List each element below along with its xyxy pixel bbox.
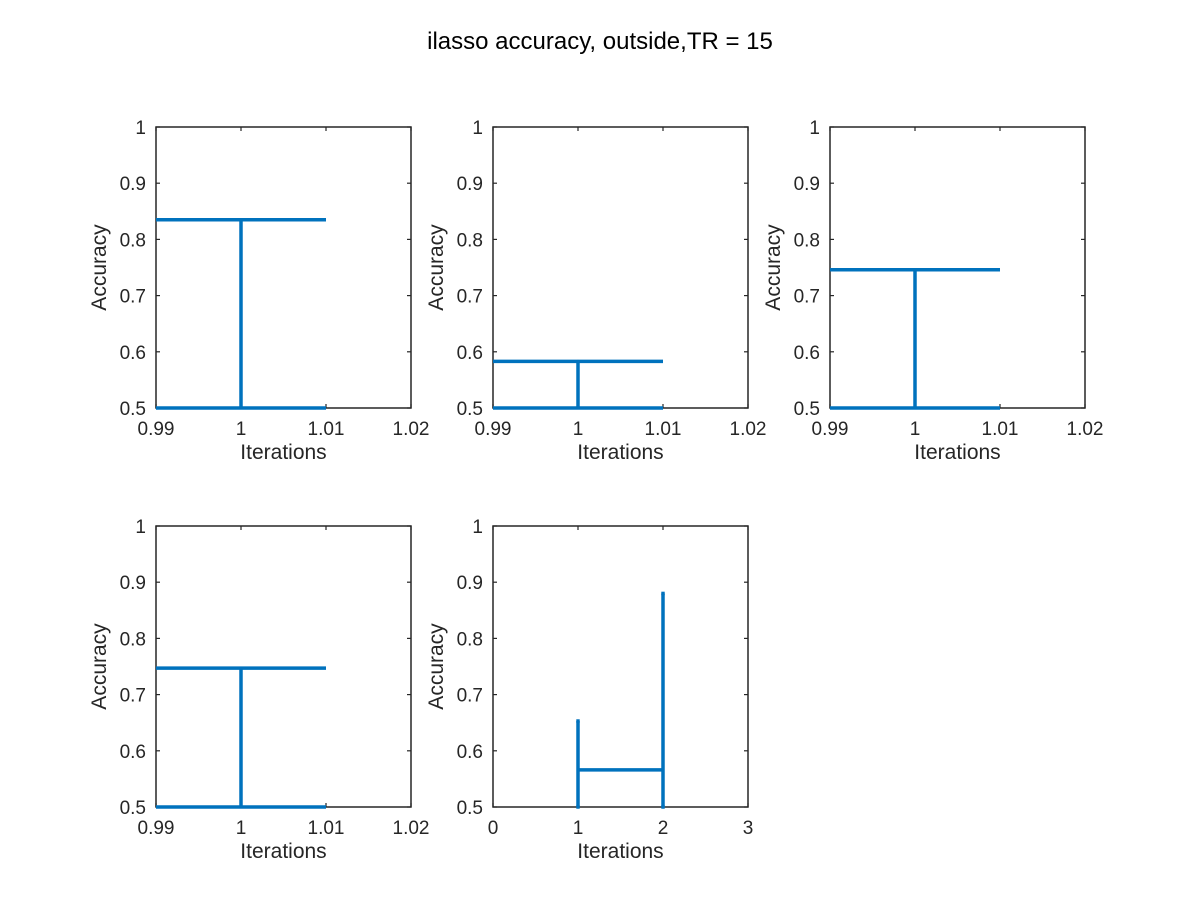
y-tick-label: 1 [472,517,483,538]
x-tick-label: 0 [488,818,499,839]
subplot-2: 0.99 1 1.01 1.020.50.60.70.80.91IterationsA… [425,118,766,464]
y-tick-label: 0.8 [120,230,146,251]
y-tick-label: 0.7 [457,287,483,308]
x-tick-label: 1.01 [308,818,345,839]
x-tick-label: 1.02 [393,818,430,839]
series-accuracy [156,666,326,809]
x-tick-label: 1.02 [393,419,430,440]
y-tick-label: 0.8 [457,230,483,251]
series-accuracy [576,591,665,809]
y-tick-label: 0.6 [794,343,820,364]
x-tick-label: 1 [573,419,584,440]
subplot-4: 0.99 1 1.01 1.020.50.60.70.80.91IterationsA… [88,517,429,863]
axes-box [155,126,412,409]
series-accuracy [156,217,326,410]
x-axis-label: Iterations [240,441,326,464]
y-tick-label: 0.6 [457,343,483,364]
y-tick-label: 0.8 [457,629,483,650]
y-tick-label: 0.5 [457,798,483,819]
x-tick-label: 0.99 [812,419,849,440]
y-axis-label: Accuracy [425,224,448,311]
x-tick-label: 0.99 [138,419,175,440]
x-axis-label: Iterations [914,441,1000,464]
y-tick-label: 0.9 [794,174,820,195]
x-tick-label: 1 [236,818,247,839]
y-axis-label: Accuracy [88,224,111,311]
axes-box [492,525,749,808]
x-tick-label: 0.99 [138,818,175,839]
y-tick-label: 0.9 [120,174,146,195]
subplot-1: 0.99 1 1.01 1.020.50.60.70.80.91IterationsA… [88,118,429,464]
x-tick-label: 1.02 [1067,419,1104,440]
y-tick-label: 0.7 [457,686,483,707]
y-axis-label: Accuracy [88,623,111,710]
y-axis-label: Accuracy [762,224,785,311]
x-tick-label: 3 [743,818,754,839]
data-point [239,666,243,670]
x-axis-label: Iterations [577,441,663,464]
y-tick-label: 1 [809,118,820,139]
x-tick-label: 0.99 [475,419,512,440]
series-accuracy [830,267,1000,410]
data-point [239,218,243,222]
data-point [576,359,580,363]
y-tick-label: 0.6 [120,343,146,364]
y-tick-label: 0.7 [794,287,820,308]
y-tick-label: 0.8 [794,230,820,251]
y-tick-label: 0.6 [457,742,483,763]
axes-box [829,126,1086,409]
y-tick-label: 1 [135,517,146,538]
y-tick-label: 0.7 [120,686,146,707]
data-point [576,768,580,772]
y-tick-label: 0.5 [794,399,820,420]
subplot-3: 0.99 1 1.01 1.020.50.60.70.80.91IterationsA… [762,118,1103,464]
y-tick-label: 1 [135,118,146,139]
y-tick-label: 0.9 [457,573,483,594]
data-point [913,268,917,272]
x-tick-label: 1 [910,419,921,440]
y-tick-label: 0.7 [120,287,146,308]
data-point [661,768,665,772]
x-tick-label: 1 [573,818,584,839]
axes-box [492,126,749,409]
x-tick-label: 2 [658,818,669,839]
series-accuracy [493,359,663,410]
y-tick-label: 0.5 [457,399,483,420]
x-tick-label: 1.02 [730,419,767,440]
figure-title: ilasso accuracy, outside,TR = 15 [427,28,773,55]
x-tick-label: 1.01 [645,419,682,440]
x-tick-label: 1 [236,419,247,440]
y-tick-label: 0.9 [457,174,483,195]
y-tick-label: 0.5 [120,798,146,819]
y-tick-label: 0.6 [120,742,146,763]
y-tick-label: 0.8 [120,629,146,650]
x-axis-label: Iterations [577,840,663,863]
x-tick-label: 1.01 [308,419,345,440]
y-tick-label: 1 [472,118,483,139]
y-tick-label: 0.5 [120,399,146,420]
y-tick-label: 0.9 [120,573,146,594]
x-tick-label: 1.01 [982,419,1019,440]
x-axis-label: Iterations [240,840,326,863]
y-axis-label: Accuracy [425,623,448,710]
